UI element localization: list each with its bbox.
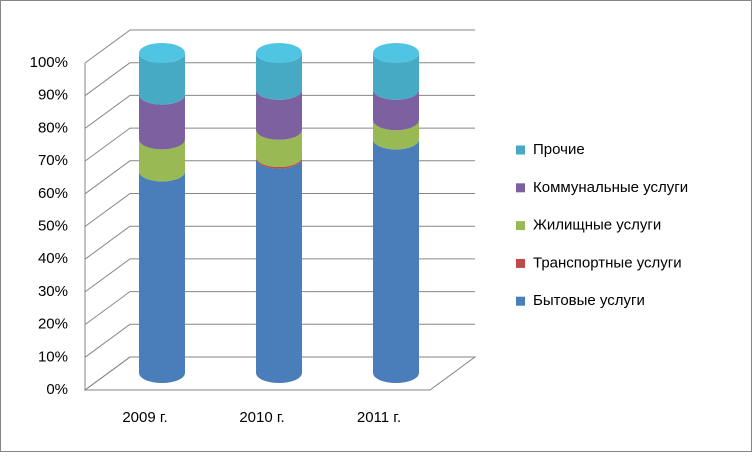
cylinder-segment (373, 120, 419, 150)
cylinder-top (256, 43, 302, 63)
cylinder-top (139, 43, 185, 63)
grid-line (84, 291, 475, 326)
legend-swatch (516, 221, 525, 231)
cylinder-segment (256, 53, 302, 100)
grid-line (84, 160, 475, 195)
cylinder-segment (256, 129, 302, 167)
grid-line (84, 29, 475, 64)
cylinder-top (373, 43, 419, 63)
cylinder-segment (139, 53, 185, 105)
legend-swatch (516, 296, 525, 306)
legend-label: Транспортные услуги (533, 254, 682, 271)
y-tick-label: 60% (38, 185, 68, 202)
legend-label: Прочие (533, 141, 585, 158)
grid-line (84, 225, 475, 260)
grid-line (84, 62, 475, 97)
y-tick-label: 10% (38, 348, 68, 365)
grid-line (84, 193, 475, 227)
legend-label: Бытовые услуги (533, 292, 645, 309)
cylinder-segment (373, 139, 419, 383)
y-tick-label: 50% (38, 217, 68, 234)
legend-swatch (516, 183, 525, 193)
x-tick-label: 2010 г. (239, 409, 284, 426)
cylinder-segment (256, 157, 302, 169)
y-tick-label: 40% (38, 250, 68, 267)
grid-line (84, 323, 475, 358)
x-tick-label: 2011 г. (357, 409, 401, 426)
y-tick-label: 70% (38, 152, 68, 169)
cylinder-segment (256, 158, 302, 383)
cylinder-segment (139, 171, 185, 383)
legend-label: Жилищные услуги (533, 217, 661, 234)
y-tick-label: 0% (46, 381, 68, 398)
legend-swatch (516, 258, 525, 268)
cylinder-segment (373, 53, 419, 100)
legend-label: Коммунальные услуги (533, 179, 688, 196)
cylinder-segment (373, 89, 419, 131)
y-tick-label: 30% (38, 283, 68, 300)
cylinder-segment (139, 94, 185, 150)
cylinder-segment (139, 139, 185, 182)
y-tick-label: 100% (30, 54, 68, 71)
grid-line (84, 356, 475, 391)
grid-line (84, 258, 475, 293)
grid-line (84, 127, 475, 162)
legend-swatch (516, 145, 525, 155)
cylinder-segment (256, 89, 302, 140)
y-tick-label: 90% (38, 87, 68, 104)
grid-line (84, 94, 475, 129)
y-tick-label: 80% (38, 119, 68, 136)
y-tick-label: 20% (38, 316, 68, 333)
x-tick-label: 2009 г. (122, 409, 167, 426)
